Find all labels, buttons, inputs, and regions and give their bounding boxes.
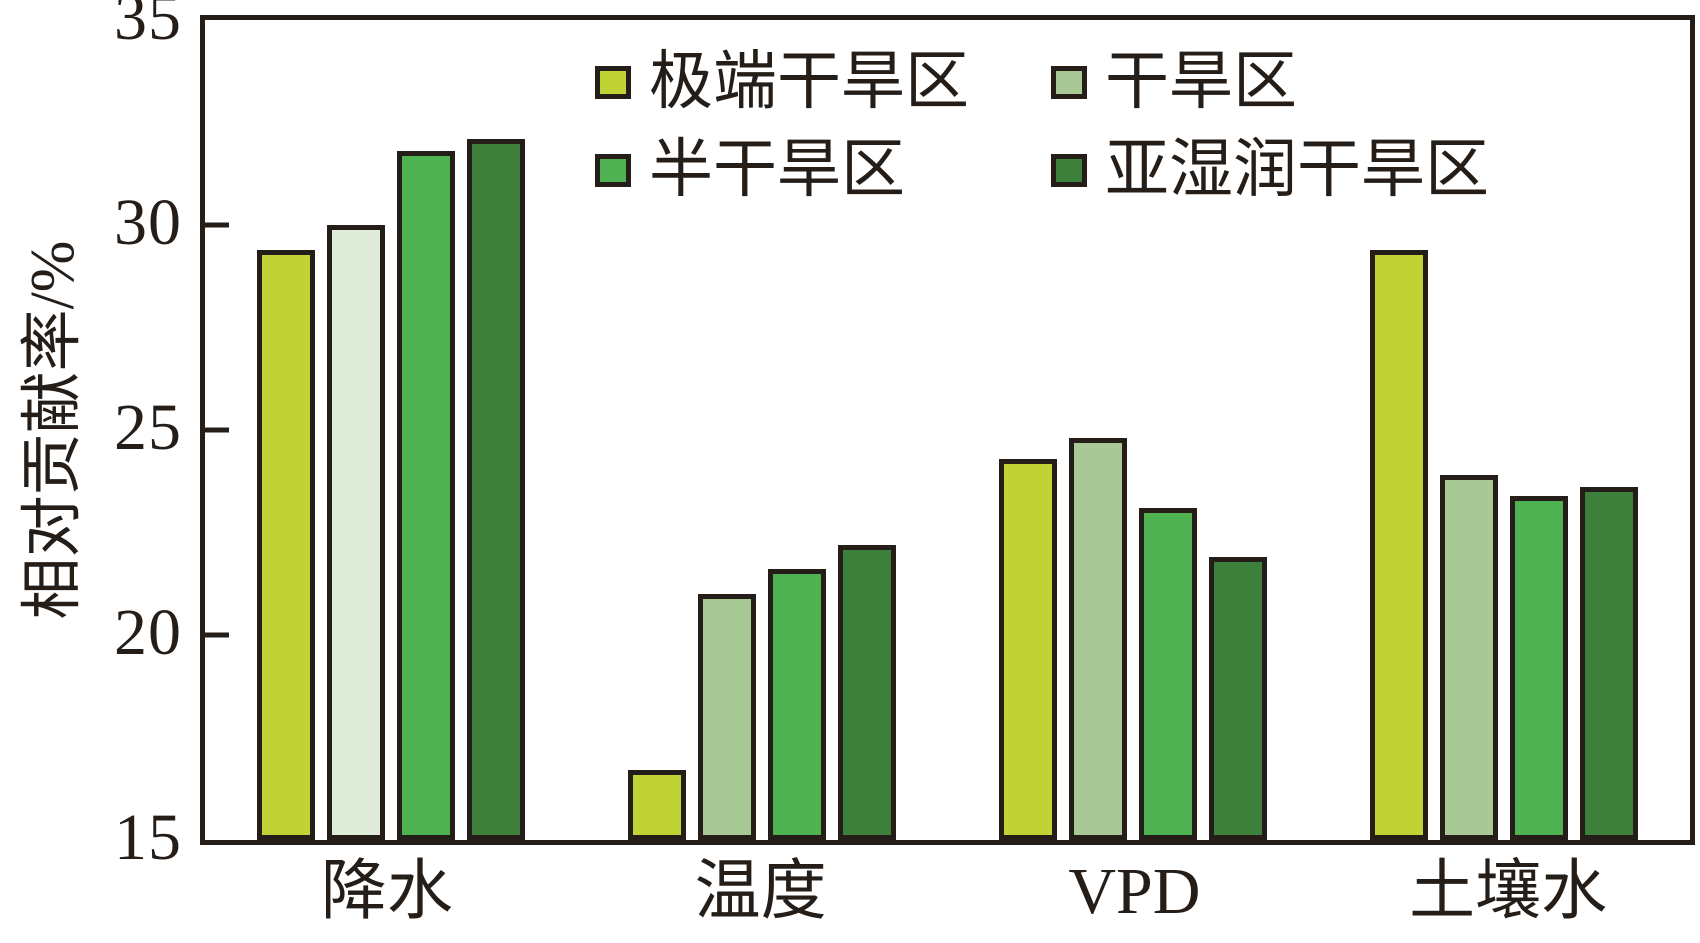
bar xyxy=(396,151,455,840)
legend-label: 干旱区 xyxy=(1105,46,1297,117)
legend-item: 半干旱区 xyxy=(595,130,1051,210)
y-tick-mark xyxy=(205,427,229,433)
legend-label: 亚湿润干旱区 xyxy=(1105,134,1489,205)
legend: 极端干旱区 干旱区半干旱区 亚湿润干旱区 xyxy=(595,42,1489,210)
bar xyxy=(1069,438,1128,840)
bar xyxy=(1209,557,1268,840)
legend-item: 亚湿润干旱区 xyxy=(1051,130,1489,210)
bar-group-降水 xyxy=(256,20,525,840)
bar-group-温度 xyxy=(627,20,896,840)
bar xyxy=(837,544,896,840)
bar-group-VPD xyxy=(999,20,1268,840)
y-tick-labels: 15 20 25 30 35 xyxy=(0,0,190,943)
bar xyxy=(1440,475,1499,840)
bars-row xyxy=(205,20,1690,840)
x-category-label: 土壤水 xyxy=(1409,855,1608,928)
y-tick-label: 30 xyxy=(114,185,182,259)
legend-swatch xyxy=(595,65,631,99)
bar-group-土壤水 xyxy=(1370,20,1639,840)
y-tick-label: 35 xyxy=(114,0,182,54)
bar xyxy=(256,249,315,840)
legend-swatch xyxy=(595,153,631,187)
bar xyxy=(999,458,1058,840)
x-category-label: 降水 xyxy=(320,855,453,928)
legend-item: 极端干旱区 xyxy=(595,42,1051,122)
bar xyxy=(1139,507,1198,840)
y-tick-label: 25 xyxy=(114,390,182,464)
bar xyxy=(1510,495,1569,840)
bar xyxy=(466,138,525,840)
bar xyxy=(1580,487,1639,840)
y-tick-label: 15 xyxy=(114,800,182,874)
legend-item: 干旱区 xyxy=(1051,42,1489,122)
bar xyxy=(1370,249,1429,840)
legend-label: 极端干旱区 xyxy=(649,46,969,117)
bar xyxy=(697,594,756,840)
y-tick-mark xyxy=(205,222,229,228)
legend-swatch xyxy=(1051,153,1087,187)
x-category-label: 温度 xyxy=(694,855,827,928)
y-tick-label: 20 xyxy=(114,595,182,669)
x-category-labels: 降水 温度 VPD 土壤水 xyxy=(200,852,1695,932)
plot-area xyxy=(200,15,1695,845)
legend-swatch xyxy=(1051,65,1087,99)
bar xyxy=(627,770,686,840)
x-category-label: VPD xyxy=(1068,855,1201,928)
bar xyxy=(326,225,385,840)
y-tick-mark xyxy=(205,632,229,638)
bar xyxy=(767,569,826,840)
legend-label: 半干旱区 xyxy=(649,134,905,205)
